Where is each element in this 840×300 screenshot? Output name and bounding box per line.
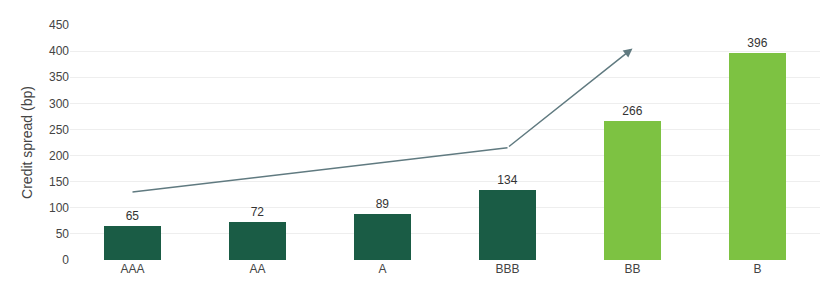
svg-text:89: 89 [376, 197, 390, 211]
svg-text:AA: AA [249, 262, 265, 276]
svg-text:134: 134 [497, 173, 517, 187]
svg-text:0: 0 [62, 253, 69, 267]
svg-text:AAA: AAA [120, 262, 144, 276]
svg-text:50: 50 [56, 227, 70, 241]
svg-text:100: 100 [49, 201, 69, 215]
svg-text:400: 400 [49, 44, 69, 58]
svg-text:BB: BB [624, 262, 640, 276]
svg-text:266: 266 [622, 104, 642, 118]
svg-text:72: 72 [251, 205, 265, 219]
svg-text:Credit spread (bp): Credit spread (bp) [19, 86, 35, 199]
svg-text:BBB: BBB [495, 262, 519, 276]
svg-text:250: 250 [49, 123, 69, 137]
svg-text:300: 300 [49, 97, 69, 111]
svg-text:350: 350 [49, 70, 69, 84]
svg-text:200: 200 [49, 149, 69, 163]
svg-text:65: 65 [126, 209, 140, 223]
svg-text:450: 450 [49, 18, 69, 32]
svg-text:150: 150 [49, 175, 69, 189]
svg-text:A: A [378, 262, 386, 276]
svg-text:396: 396 [747, 36, 767, 50]
svg-text:B: B [753, 262, 761, 276]
